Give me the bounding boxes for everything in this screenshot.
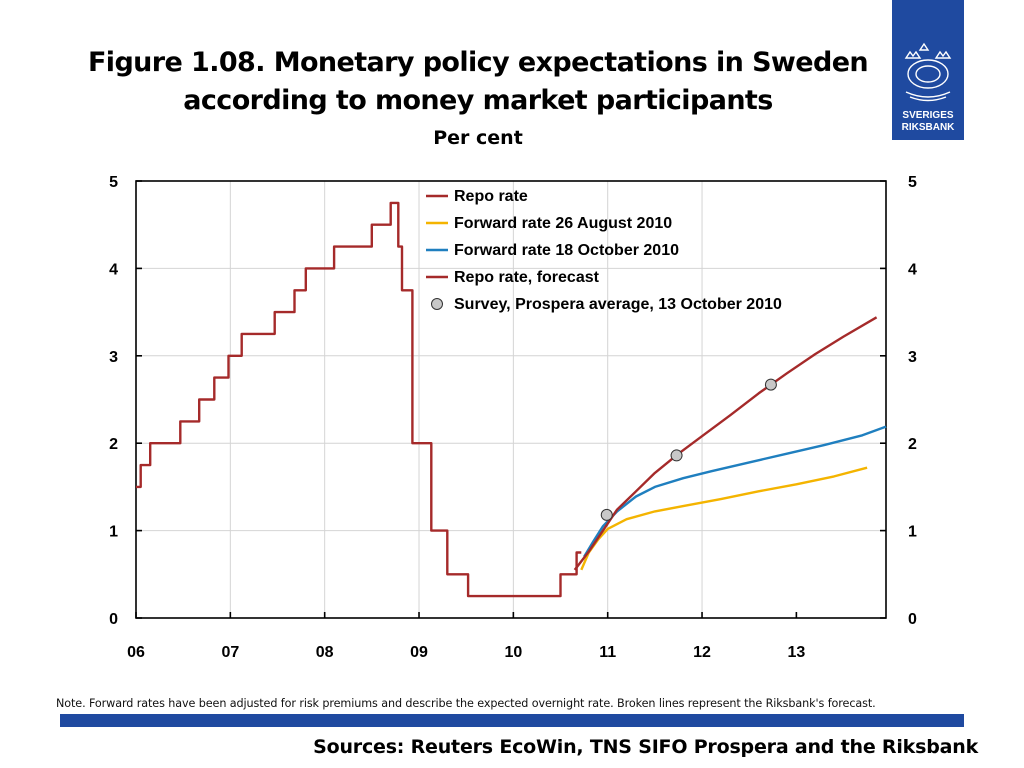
series-line-2 bbox=[583, 425, 887, 558]
series-layer bbox=[136, 201, 887, 598]
series-line-3 bbox=[573, 316, 878, 571]
y-tick-label-right: 2 bbox=[908, 436, 917, 453]
y-tick-label-right: 1 bbox=[908, 524, 917, 541]
y-tick-label-right: 3 bbox=[908, 349, 917, 366]
title-line-1: Figure 1.08. Monetary policy expectation… bbox=[87, 47, 869, 78]
x-tick-label: 06 bbox=[127, 644, 145, 661]
survey-point bbox=[600, 508, 613, 521]
survey-point bbox=[764, 378, 777, 391]
legend: Repo rate Forward rate 26 August 2010 Forw… bbox=[426, 188, 782, 313]
riksbank-emblem-icon bbox=[904, 42, 952, 102]
legend-label: Survey, Prospera average, 13 October 201… bbox=[454, 296, 782, 313]
riksbank-logo: SVERIGES RIKSBANK bbox=[892, 0, 964, 140]
chart-note: Note. Forward rates have been adjusted f… bbox=[56, 697, 876, 710]
legend-label: Forward rate 18 October 2010 bbox=[454, 242, 679, 259]
x-tick-label: 09 bbox=[410, 644, 428, 661]
x-tick-label: 12 bbox=[693, 644, 711, 661]
series-line-0 bbox=[136, 201, 582, 598]
series-line-1 bbox=[580, 466, 868, 571]
x-tick-label: 08 bbox=[316, 644, 334, 661]
plot-frame bbox=[135, 180, 887, 619]
legend-marker bbox=[431, 298, 443, 310]
x-tick-label: 13 bbox=[787, 644, 805, 661]
axes: 0 01 12 23 34 45 506 07 08 09 10 11 12 13 bbox=[109, 174, 917, 661]
y-tick-label-right: 4 bbox=[908, 261, 917, 278]
logo-text-line2: RIKSBANK bbox=[901, 122, 955, 133]
chart-title: Figure 1.08. Monetary policy expectation… bbox=[60, 44, 896, 120]
x-tick-label: 10 bbox=[504, 644, 522, 661]
legend-label: Repo rate, forecast bbox=[454, 269, 600, 286]
sources-text: Sources: Reuters EcoWin, TNS SIFO Prospe… bbox=[313, 736, 978, 758]
legend-label: Repo rate bbox=[454, 188, 528, 205]
logo-text-line1: SVERIGES bbox=[902, 110, 954, 121]
y-tick-label-left: 0 bbox=[109, 611, 118, 628]
y-tick-label-left: 1 bbox=[109, 524, 118, 541]
chart-svg: 0 01 12 23 34 45 506 07 08 09 10 11 12 13 Repo rateFo… bbox=[109, 174, 917, 661]
y-tick-label-right: 0 bbox=[908, 611, 917, 628]
y-tick-label-left: 2 bbox=[109, 436, 118, 453]
title-line-2: according to money market participants bbox=[183, 85, 773, 116]
survey-point bbox=[670, 449, 683, 462]
y-tick-label-right: 5 bbox=[908, 174, 917, 191]
legend-label: Forward rate 26 August 2010 bbox=[454, 215, 672, 232]
x-tick-label: 07 bbox=[221, 644, 239, 661]
footer-bar bbox=[60, 714, 964, 727]
chart-subtitle: Per cent bbox=[433, 127, 523, 149]
y-tick-label-left: 5 bbox=[109, 174, 118, 191]
y-tick-label-left: 4 bbox=[109, 261, 118, 278]
grid bbox=[136, 181, 886, 618]
x-tick-label: 11 bbox=[599, 644, 616, 661]
y-tick-label-left: 3 bbox=[109, 349, 118, 366]
